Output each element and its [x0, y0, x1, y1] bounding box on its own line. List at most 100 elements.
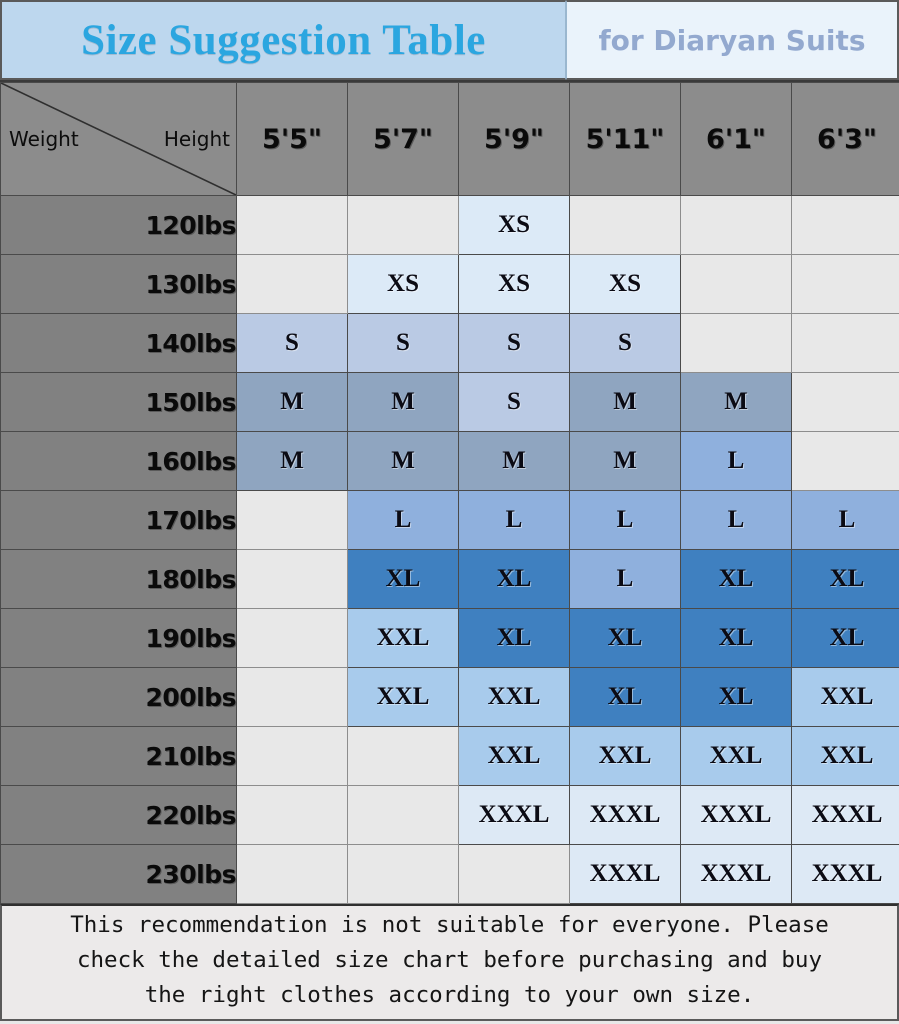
size-cell: S — [347, 313, 459, 373]
table-head: Weight Height 5'5" 5'7" 5'9" 5'11" 6'1" … — [0, 82, 899, 196]
size-cell: XXL — [680, 726, 792, 786]
size-cell: XL — [458, 549, 570, 609]
weight-label-cell: 160lbs — [0, 431, 237, 491]
corner-height-label: Height — [163, 127, 230, 151]
column-header-1: 5'7" — [347, 82, 459, 196]
size-cell-empty — [236, 844, 348, 904]
table-row: 200lbs XXL XXL XL XL XXL — [0, 667, 899, 727]
disclaimer-line-1: check the detailed size chart before pur… — [76, 947, 823, 973]
size-cell: XL — [680, 549, 792, 609]
disclaimer-line-0: This recommendation is not suitable for … — [70, 912, 829, 938]
table-row: 190lbs XXL XL XL XL XL — [0, 608, 899, 668]
size-cell-empty — [791, 372, 899, 432]
disclaimer-note: This recommendation is not suitable for … — [0, 904, 899, 1021]
page-subtitle: for Diaryan Suits — [598, 23, 866, 57]
size-cell-empty — [347, 726, 459, 786]
weight-label-cell: 190lbs — [0, 608, 237, 668]
size-cell: XL — [680, 667, 792, 727]
weight-label-cell: 220lbs — [0, 785, 237, 845]
column-header-5: 6'3" — [791, 82, 899, 196]
size-cell: S — [569, 313, 681, 373]
size-cell: XL — [680, 608, 792, 668]
size-cell: XXL — [791, 667, 899, 727]
size-cell: XL — [347, 549, 459, 609]
size-cell: XL — [791, 549, 899, 609]
size-cell: XXXL — [458, 785, 570, 845]
size-cell: XXXL — [791, 844, 899, 904]
size-cell: XXXL — [791, 785, 899, 845]
size-table: Weight Height 5'5" 5'7" 5'9" 5'11" 6'1" … — [0, 82, 899, 904]
size-cell-empty — [791, 313, 899, 373]
size-cell: L — [347, 490, 459, 550]
size-cell: XXXL — [680, 785, 792, 845]
weight-label-cell: 200lbs — [0, 667, 237, 727]
size-cell-empty — [236, 785, 348, 845]
title-sub-cell: for Diaryan Suits — [566, 0, 899, 80]
corner-weight-label: Weight — [9, 127, 79, 151]
size-cell-empty — [347, 844, 459, 904]
size-cell-empty — [347, 195, 459, 255]
weight-label-cell: 170lbs — [0, 490, 237, 550]
table-body: 120lbs XS 130lbs XS XS XS 140lbs S S S S 150lbs M M S M… — [0, 195, 899, 904]
size-cell: XXL — [458, 726, 570, 786]
table-row: 130lbs XS XS XS — [0, 254, 899, 314]
column-header-0: 5'5" — [236, 82, 348, 196]
size-cell: XXL — [347, 667, 459, 727]
size-cell: S — [458, 313, 570, 373]
size-cell: XXXL — [569, 785, 681, 845]
corner-header-cell: Weight Height — [0, 82, 237, 196]
size-cell: XS — [458, 254, 570, 314]
size-cell: L — [680, 490, 792, 550]
table-row: 180lbs XL XL L XL XL — [0, 549, 899, 609]
weight-label-cell: 130lbs — [0, 254, 237, 314]
header-row: Weight Height 5'5" 5'7" 5'9" 5'11" 6'1" … — [0, 82, 899, 196]
size-cell-empty — [791, 195, 899, 255]
size-cell: M — [347, 431, 459, 491]
size-cell-empty — [569, 195, 681, 255]
size-cell: L — [569, 549, 681, 609]
size-cell: XXXL — [569, 844, 681, 904]
weight-label-cell: 210lbs — [0, 726, 237, 786]
table-row: 220lbs XXXL XXXL XXXL XXXL — [0, 785, 899, 845]
size-cell: XL — [458, 608, 570, 668]
disclaimer-line-2: the right clothes according to your own … — [144, 982, 755, 1008]
size-cell-empty — [236, 608, 348, 668]
title-band: Size Suggestion Table for Diaryan Suits — [0, 0, 899, 82]
size-cell: L — [680, 431, 792, 491]
size-cell: XS — [458, 195, 570, 255]
weight-label-cell: 140lbs — [0, 313, 237, 373]
page-title: Size Suggestion Table — [81, 16, 486, 64]
size-cell-empty — [791, 254, 899, 314]
size-cell-empty — [236, 254, 348, 314]
size-cell-empty — [347, 785, 459, 845]
weight-label-cell: 180lbs — [0, 549, 237, 609]
column-header-2: 5'9" — [458, 82, 570, 196]
title-main-cell: Size Suggestion Table — [0, 0, 566, 80]
size-cell-empty — [680, 195, 792, 255]
size-cell-empty — [236, 490, 348, 550]
size-cell-empty — [236, 667, 348, 727]
size-cell: XL — [569, 667, 681, 727]
size-cell: S — [236, 313, 348, 373]
size-cell: XS — [569, 254, 681, 314]
size-cell: XS — [347, 254, 459, 314]
size-cell: M — [569, 372, 681, 432]
table-row: 170lbs L L L L L — [0, 490, 899, 550]
weight-label-cell: 120lbs — [0, 195, 237, 255]
size-cell: M — [347, 372, 459, 432]
size-cell: L — [569, 490, 681, 550]
size-cell: M — [680, 372, 792, 432]
table-row: 140lbs S S S S — [0, 313, 899, 373]
size-cell-empty — [236, 726, 348, 786]
table-row: 120lbs XS — [0, 195, 899, 255]
size-cell-empty — [791, 431, 899, 491]
table-row: 210lbs XXL XXL XXL XXL — [0, 726, 899, 786]
size-cell: XXL — [347, 608, 459, 668]
size-cell: M — [458, 431, 570, 491]
size-cell: XL — [791, 608, 899, 668]
size-cell-empty — [236, 195, 348, 255]
diagonal-divider-icon — [1, 83, 236, 195]
table-row: 160lbs M M M M L — [0, 431, 899, 491]
size-cell-empty — [680, 254, 792, 314]
